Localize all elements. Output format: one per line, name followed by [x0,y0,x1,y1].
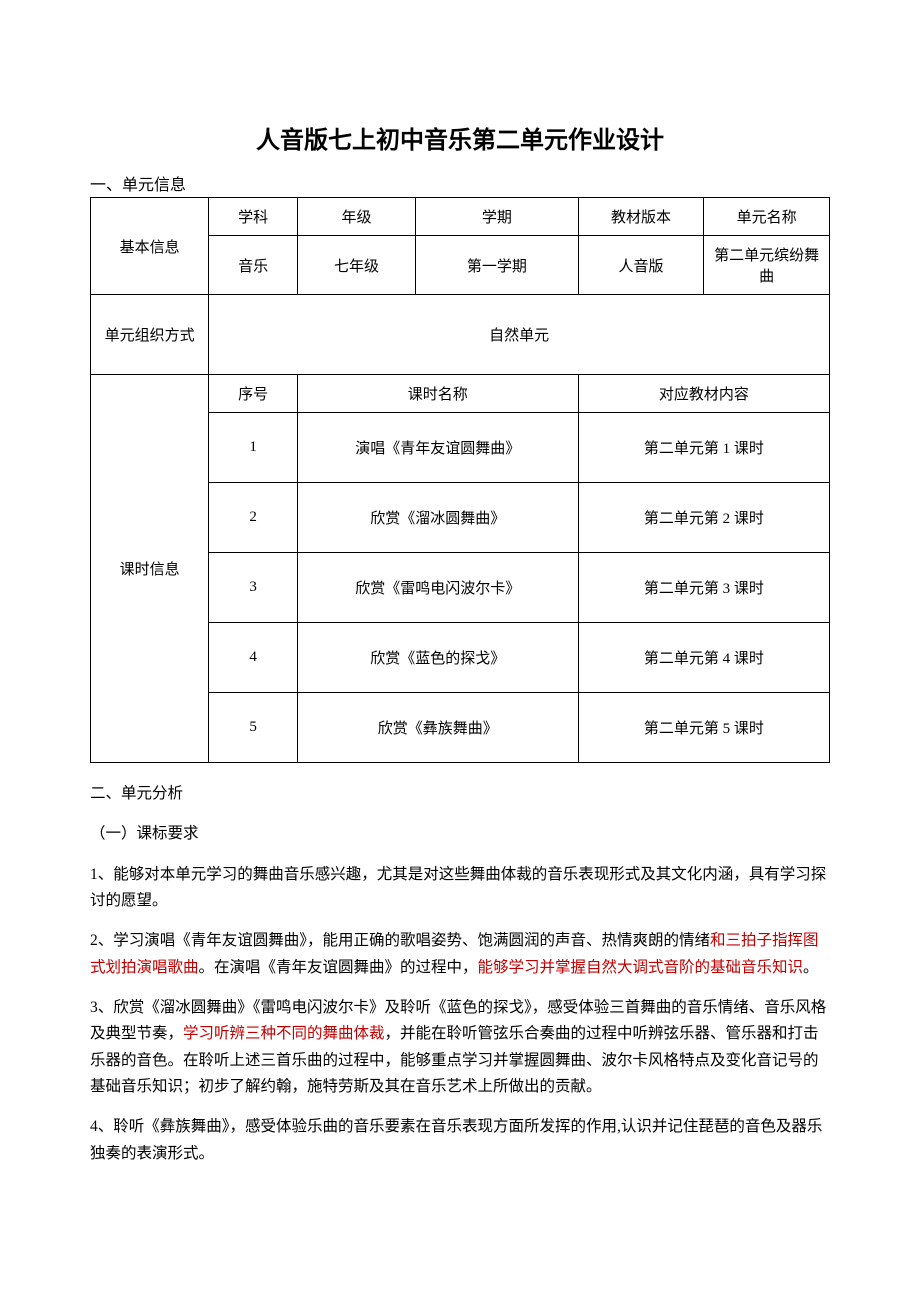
table-cell: 欣赏《雷鸣电闪波尔卡》 [297,553,578,623]
section2-sub: （一）课标要求 [90,821,830,847]
th-term: 学期 [416,198,579,236]
val-subject: 音乐 [209,236,298,295]
text-run: 。在演唱《青年友谊圆舞曲》的过程中， [199,959,478,976]
section1-label: 一、单元信息 [90,171,830,195]
val-textbook: 人音版 [578,236,704,295]
body-text: 二、单元分析 （一）课标要求 1、能够对本单元学习的舞曲音乐感兴趣，尤其是对这些… [90,781,830,1167]
org-label: 单元组织方式 [91,295,209,375]
highlight-text: 能够学习并掌握自然大调式音阶的基础音乐知识 [478,959,804,976]
table-cell: 第二单元第 1 课时 [578,413,829,483]
th-lesson-content: 对应教材内容 [578,375,829,413]
table-cell: 欣赏《彝族舞曲》 [297,693,578,763]
org-value: 自然单元 [209,295,830,375]
highlight-text: 学习听辨三种不同的舞曲体裁 [183,1025,385,1042]
section2-label: 二、单元分析 [90,781,830,807]
th-lesson-name: 课时名称 [297,375,578,413]
table-cell: 第二单元第 4 课时 [578,623,829,693]
th-unitname: 单元名称 [704,198,830,236]
th-textbook: 教材版本 [578,198,704,236]
th-seq: 序号 [209,375,298,413]
val-term: 第一学期 [416,236,579,295]
table-cell: 3 [209,553,298,623]
table-cell: 2 [209,483,298,553]
lesson-info-label: 课时信息 [91,375,209,763]
info-table: 基本信息 学科 年级 学期 教材版本 单元名称 音乐 七年级 第一学期 人音版 … [90,197,830,763]
val-grade: 七年级 [297,236,415,295]
table-cell: 1 [209,413,298,483]
para-2: 2、学习演唱《青年友谊圆舞曲》，能用正确的歌唱姿势、饱满圆润的声音、热情爽朗的情… [90,928,830,981]
th-subject: 学科 [209,198,298,236]
table-cell: 演唱《青年友谊圆舞曲》 [297,413,578,483]
para-1: 1、能够对本单元学习的舞曲音乐感兴趣，尤其是对这些舞曲体裁的音乐表现形式及其文化… [90,862,830,915]
table-cell: 欣赏《溜冰圆舞曲》 [297,483,578,553]
para-3: 3、欣赏《溜冰圆舞曲》《雷鸣电闪波尔卡》及聆听《蓝色的探戈》，感受体验三首舞曲的… [90,995,830,1100]
text-run: 2、学习演唱《青年友谊圆舞曲》，能用正确的歌唱姿势、饱满圆润的声音、热情爽朗的情… [90,932,710,949]
para-4: 4、聆听《彝族舞曲》，感受体验乐曲的音乐要素在音乐表现方面所发挥的作用,认识并记… [90,1114,830,1167]
table-cell: 第二单元第 2 课时 [578,483,829,553]
table-cell: 第二单元第 5 课时 [578,693,829,763]
table-cell: 4 [209,623,298,693]
text-run: 。 [803,959,819,976]
basic-info-label: 基本信息 [91,198,209,295]
table-cell: 5 [209,693,298,763]
th-grade: 年级 [297,198,415,236]
val-unitname: 第二单元缤纷舞曲 [704,236,830,295]
table-cell: 欣赏《蓝色的探戈》 [297,623,578,693]
page-title: 人音版七上初中音乐第二单元作业设计 [90,120,830,155]
table-cell: 第二单元第 3 课时 [578,553,829,623]
